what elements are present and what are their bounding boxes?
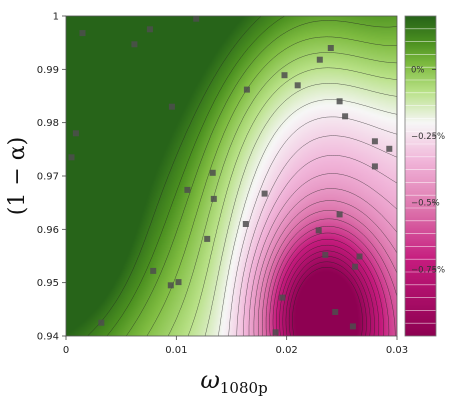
contour-line	[279, 244, 380, 336]
contour-line	[285, 256, 371, 336]
sample-point	[272, 329, 279, 336]
sample-point	[371, 138, 378, 145]
y-tick-label: 0.96	[37, 225, 59, 236]
contour-line	[218, 99, 397, 336]
contour-line	[282, 250, 375, 336]
colorbar-tick-label: −0.25%	[411, 132, 445, 142]
sample-point	[242, 221, 249, 227]
colorbar-ticks: 0% −0.25% −0.5% −0.75%	[411, 65, 445, 275]
contour-line	[87, 16, 262, 336]
sample-point	[131, 41, 138, 48]
sample-point	[261, 190, 268, 197]
contour-line	[272, 232, 390, 336]
sample-point	[146, 26, 153, 33]
colorbar-tick-label: −0.5%	[411, 199, 440, 209]
sample-point	[210, 195, 217, 202]
sample-point	[342, 113, 349, 120]
sample-point	[168, 103, 175, 110]
y-tick-label: 0.94	[37, 332, 59, 343]
contour-line	[187, 67, 397, 336]
contour-line	[258, 200, 397, 336]
colorbar-gradient	[405, 16, 436, 336]
sample-point	[79, 30, 86, 37]
sample-point	[352, 263, 359, 270]
sample-point	[167, 282, 174, 289]
sample-point	[72, 130, 79, 137]
sample-point	[243, 86, 250, 93]
sample-point	[315, 227, 322, 234]
colorbar: 0% −0.25% −0.5% −0.75%	[404, 15, 445, 337]
sample-point	[356, 253, 363, 260]
x-tick-label: 0.02	[276, 345, 298, 356]
sample-points	[68, 16, 393, 336]
y-tick-label: 0.98	[37, 118, 59, 129]
y-tick-label: 0.95	[37, 278, 59, 289]
y-axis-title: (1 − α)	[5, 137, 30, 215]
contour-line	[146, 36, 397, 336]
contour-line	[292, 267, 363, 336]
colorbar-tick-label: −0.75%	[411, 265, 445, 275]
sample-point	[193, 16, 200, 22]
contour-line	[288, 261, 367, 336]
contour-line	[243, 155, 397, 336]
x-axis: 0 0.01 0.02 0.03	[63, 336, 408, 356]
x-tick-label: 0.03	[386, 345, 408, 356]
y-tick-label: 0.97	[37, 172, 59, 183]
contour-line	[236, 135, 397, 336]
contour-line	[167, 52, 397, 336]
sample-point	[327, 45, 334, 51]
y-axis: 0.94 0.95 0.96 0.97 0.98 0.99 1	[37, 12, 66, 343]
sample-point	[371, 163, 378, 170]
sample-point	[332, 309, 339, 315]
plot-area	[66, 16, 397, 336]
contour-line	[248, 173, 397, 336]
sample-point	[336, 211, 343, 218]
contour-line	[262, 210, 397, 336]
sample-point	[204, 235, 211, 242]
sample-point	[209, 169, 216, 176]
sample-point	[98, 319, 105, 326]
x-tick-label: 0.01	[165, 345, 187, 356]
contour-line	[125, 20, 397, 336]
sample-point	[175, 279, 182, 286]
contour-line	[106, 16, 285, 336]
x-axis-title: ω1080p	[200, 366, 267, 397]
sample-point	[184, 186, 191, 193]
contour-line	[228, 116, 397, 336]
colorbar-frame	[404, 15, 437, 337]
contour-line	[253, 188, 397, 336]
sample-point	[294, 82, 301, 89]
x-tick-label: 0	[63, 345, 69, 356]
contour-line	[204, 83, 397, 336]
sample-point	[336, 98, 343, 105]
colorbar-tick-label: 0%	[411, 65, 425, 75]
sample-point	[349, 323, 356, 330]
y-tick-label: 1	[53, 12, 59, 23]
sample-point	[386, 145, 393, 152]
contour-lines	[87, 16, 397, 336]
sample-point	[68, 154, 75, 161]
contour-line	[265, 218, 397, 336]
sample-point	[150, 267, 157, 274]
sample-point	[322, 251, 329, 258]
sample-point	[316, 56, 323, 63]
sample-point	[281, 72, 288, 79]
y-tick-label: 0.99	[37, 65, 59, 76]
sample-point	[279, 294, 286, 301]
contour-line	[269, 226, 396, 336]
colorbar-level-lines	[405, 28, 436, 324]
